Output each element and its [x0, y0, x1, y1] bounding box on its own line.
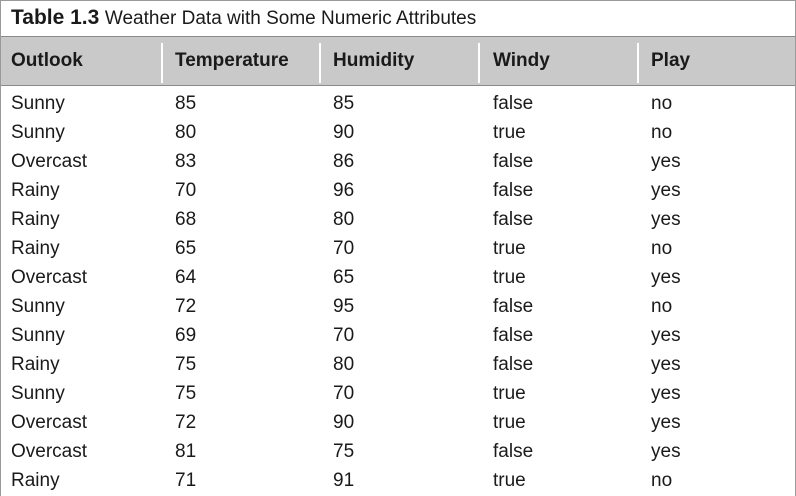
cell-outlook: Rainy: [11, 238, 60, 259]
header-divider: [161, 43, 163, 83]
cell-temperature: 75: [175, 383, 197, 404]
column-header-play: Play: [651, 50, 691, 71]
cell-windy: false: [493, 354, 534, 375]
cell-outlook: Overcast: [11, 412, 88, 433]
cell-play: yes: [651, 325, 681, 346]
cell-outlook: Rainy: [11, 354, 60, 375]
cell-play: yes: [651, 180, 681, 201]
table-row: Overcast 72 90 true yes: [1, 408, 795, 437]
cell-temperature: 72: [175, 412, 197, 433]
cell-play: no: [651, 93, 673, 114]
header-divider: [319, 43, 321, 83]
cell-humidity: 70: [333, 238, 355, 259]
table-header-row: Outlook Temperature Humidity Windy Play: [1, 36, 795, 86]
table-row: Sunny 80 90 true no: [1, 118, 795, 147]
cell-play: yes: [651, 441, 681, 462]
cell-temperature: 85: [175, 93, 197, 114]
cell-windy: true: [493, 383, 526, 404]
table-row: Sunny 72 95 false no: [1, 292, 795, 321]
cell-humidity: 96: [333, 180, 355, 201]
cell-humidity: 65: [333, 267, 355, 288]
cell-play: yes: [651, 412, 681, 433]
cell-play: yes: [651, 209, 681, 230]
table-row: Sunny 69 70 false yes: [1, 321, 795, 350]
table-row: Rainy 70 96 false yes: [1, 176, 795, 205]
table-row: Sunny 75 70 true yes: [1, 379, 795, 408]
cell-outlook: Rainy: [11, 470, 60, 491]
column-header-temperature: Temperature: [175, 50, 289, 71]
cell-outlook: Sunny: [11, 325, 65, 346]
cell-temperature: 69: [175, 325, 197, 346]
cell-windy: false: [493, 93, 534, 114]
cell-outlook: Sunny: [11, 93, 65, 114]
cell-temperature: 70: [175, 180, 197, 201]
header-divider: [637, 43, 639, 83]
cell-humidity: 70: [333, 383, 355, 404]
column-header-windy: Windy: [493, 50, 550, 71]
table-row: Overcast 81 75 false yes: [1, 437, 795, 466]
cell-humidity: 91: [333, 470, 355, 491]
cell-humidity: 70: [333, 325, 355, 346]
cell-windy: true: [493, 470, 526, 491]
cell-humidity: 86: [333, 151, 355, 172]
cell-temperature: 80: [175, 122, 197, 143]
table-number: Table 1.3: [11, 6, 100, 29]
cell-humidity: 90: [333, 122, 355, 143]
cell-humidity: 95: [333, 296, 355, 317]
cell-play: yes: [651, 151, 681, 172]
table-caption: Table 1.3 Weather Data with Some Numeric…: [1, 1, 795, 35]
table-row: Rainy 75 80 false yes: [1, 350, 795, 379]
cell-outlook: Sunny: [11, 122, 65, 143]
cell-windy: false: [493, 441, 534, 462]
cell-temperature: 71: [175, 470, 197, 491]
cell-humidity: 75: [333, 441, 355, 462]
cell-temperature: 83: [175, 151, 197, 172]
cell-humidity: 85: [333, 93, 355, 114]
cell-play: yes: [651, 354, 681, 375]
cell-windy: true: [493, 122, 526, 143]
table-row: Rainy 68 80 false yes: [1, 205, 795, 234]
cell-temperature: 68: [175, 209, 197, 230]
table-row: Rainy 65 70 true no: [1, 234, 795, 263]
cell-outlook: Sunny: [11, 383, 65, 404]
cell-humidity: 90: [333, 412, 355, 433]
cell-windy: false: [493, 209, 534, 230]
table-body: Sunny 85 85 false no Sunny 80 90 true no…: [1, 89, 795, 495]
cell-play: no: [651, 238, 673, 259]
cell-temperature: 75: [175, 354, 197, 375]
cell-humidity: 80: [333, 354, 355, 375]
cell-play: yes: [651, 267, 681, 288]
cell-outlook: Sunny: [11, 296, 65, 317]
cell-windy: true: [493, 412, 526, 433]
cell-humidity: 80: [333, 209, 355, 230]
cell-outlook: Overcast: [11, 267, 88, 288]
cell-outlook: Overcast: [11, 151, 88, 172]
cell-outlook: Rainy: [11, 180, 60, 201]
header-divider: [478, 43, 480, 83]
cell-windy: false: [493, 151, 534, 172]
cell-windy: false: [493, 325, 534, 346]
cell-windy: true: [493, 267, 526, 288]
cell-play: no: [651, 470, 673, 491]
column-header-humidity: Humidity: [333, 50, 415, 71]
cell-temperature: 72: [175, 296, 197, 317]
cell-play: no: [651, 296, 673, 317]
table-row: Overcast 64 65 true yes: [1, 263, 795, 292]
cell-windy: false: [493, 180, 534, 201]
table-row: Sunny 85 85 false no: [1, 89, 795, 118]
table-row: Rainy 71 91 true no: [1, 466, 795, 495]
cell-temperature: 81: [175, 441, 197, 462]
cell-windy: true: [493, 238, 526, 259]
cell-temperature: 65: [175, 238, 197, 259]
cell-windy: false: [493, 296, 534, 317]
cell-outlook: Overcast: [11, 441, 88, 462]
cell-play: no: [651, 122, 673, 143]
cell-play: yes: [651, 383, 681, 404]
cell-outlook: Rainy: [11, 209, 60, 230]
column-header-outlook: Outlook: [11, 50, 83, 71]
cell-temperature: 64: [175, 267, 197, 288]
table-title: Weather Data with Some Numeric Attribute…: [104, 8, 477, 29]
table-row: Overcast 83 86 false yes: [1, 147, 795, 176]
